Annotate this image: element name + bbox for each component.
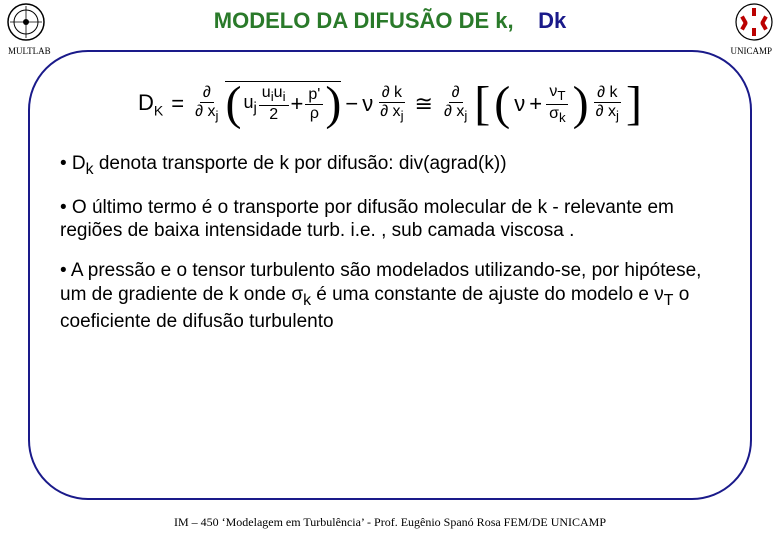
content-box: DK = ∂ ∂ xj ( uj uiui 2 + p' ρ )	[28, 50, 752, 500]
unicamp-logo	[734, 2, 774, 42]
slide-title: MODELO DA DIFUSÃO DE k, Dk	[0, 0, 780, 34]
label-unicamp: UNICAMP	[730, 46, 772, 56]
equation: DK = ∂ ∂ xj ( uj uiui 2 + p' ρ )	[60, 84, 720, 124]
footer-text: IM – 450 ‘Modelagem em Turbulência’ - Pr…	[0, 515, 780, 530]
bullet-1: • Dk denota transporte de k por difusão:…	[60, 152, 720, 180]
title-blue: Dk	[538, 8, 566, 33]
bullet-list: • Dk denota transporte de k por difusão:…	[60, 152, 720, 334]
bullet-2: • O último termo é o transporte por difu…	[60, 196, 720, 244]
label-multlab: MULTLAB	[8, 46, 51, 56]
multlab-logo	[6, 2, 46, 42]
title-green: MODELO DA DIFUSÃO DE k,	[214, 8, 514, 33]
bullet-3: • A pressão e o tensor turbulento são mo…	[60, 259, 720, 334]
